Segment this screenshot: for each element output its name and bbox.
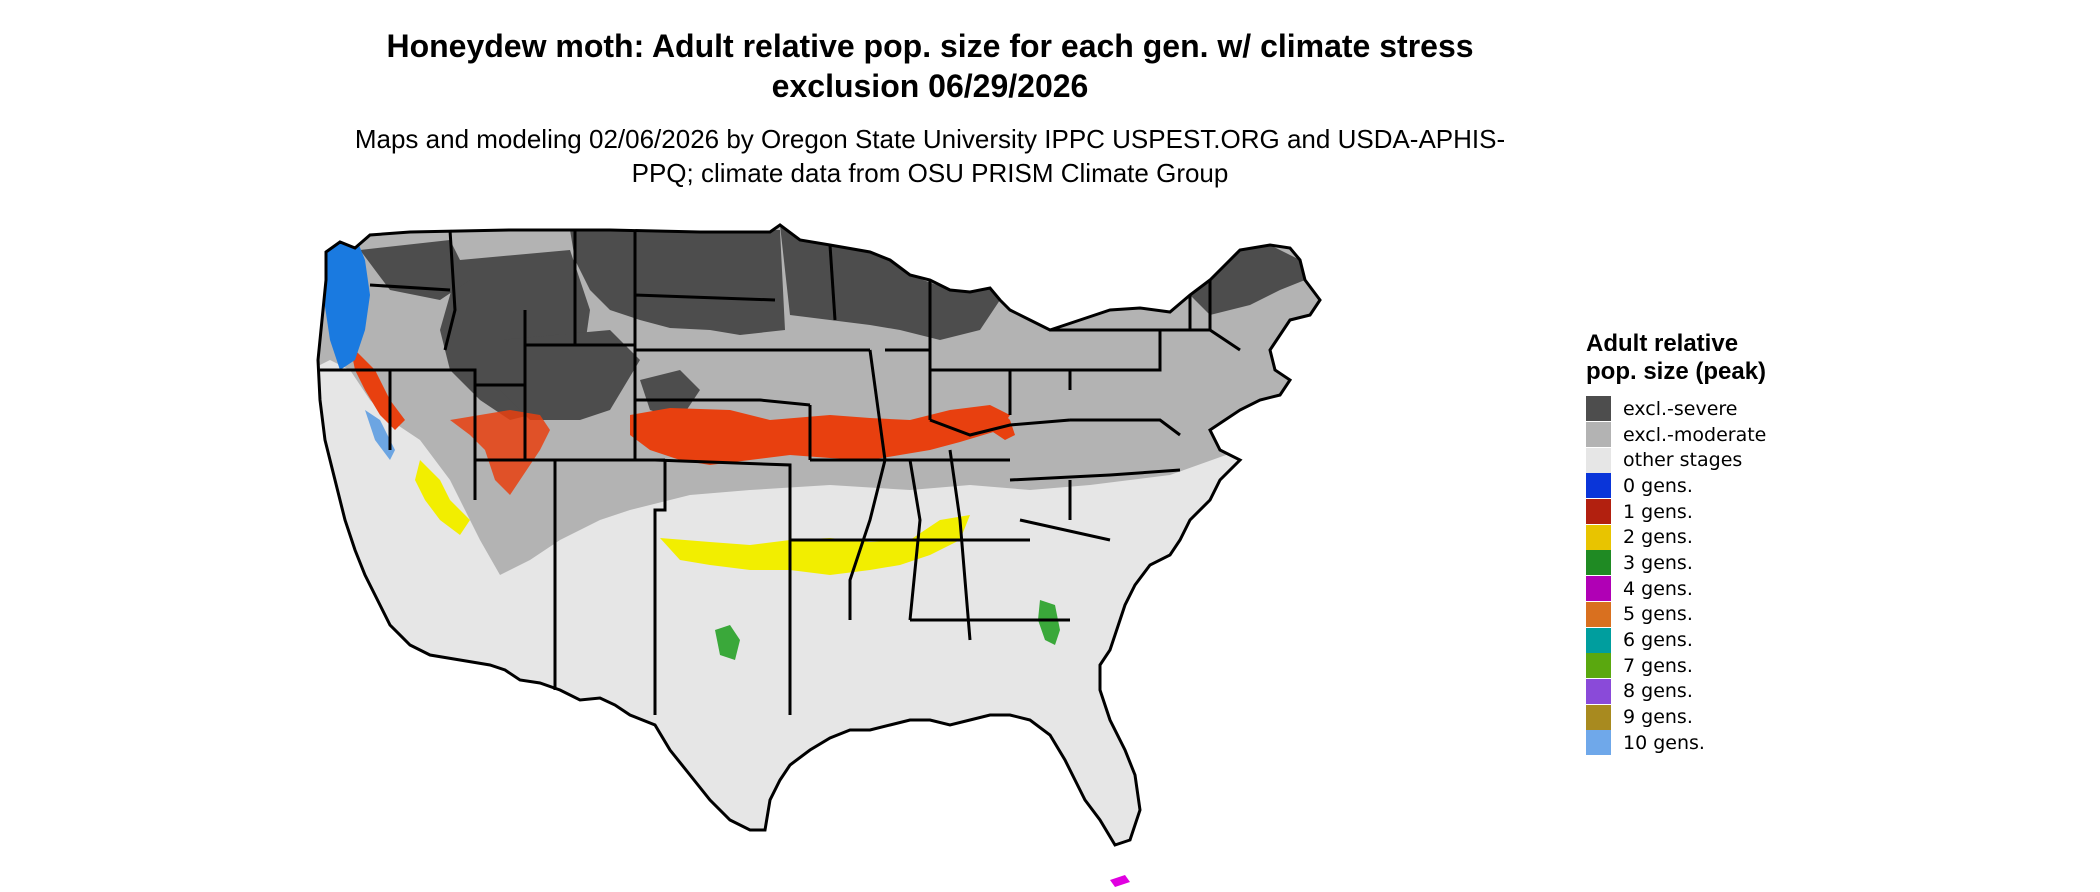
legend-swatch	[1586, 422, 1611, 448]
us-map	[316, 223, 1322, 887]
legend-swatch	[1586, 499, 1611, 525]
legend-label: excl.-moderate	[1623, 423, 1767, 446]
legend-item: excl.-severe	[1586, 396, 1986, 422]
legend-item: 0 gens.	[1586, 473, 1986, 499]
state-boundaries	[320, 229, 1241, 715]
region-0-gens	[320, 235, 370, 370]
region-2-gens	[660, 515, 970, 575]
legend-item: 8 gens.	[1586, 678, 1986, 705]
legend-label: 0 gens.	[1623, 474, 1693, 497]
us-outline	[316, 223, 1322, 847]
legend-swatch	[1586, 396, 1611, 422]
region-0-gens	[365, 410, 395, 460]
region-excl-severe	[1190, 245, 1305, 315]
map-subtitle: Maps and modeling 02/06/2026 by Oregon S…	[354, 124, 1506, 188]
legend-item: 3 gens.	[1586, 550, 1986, 576]
region-excl-severe	[500, 330, 640, 420]
legend-swatch	[1586, 550, 1611, 576]
legend-swatch	[1586, 576, 1611, 602]
legend-item: 4 gens.	[1586, 576, 1986, 602]
legend-item: 2 gens.	[1586, 524, 1986, 550]
legend-label: 2 gens.	[1623, 526, 1693, 549]
region-2-gens	[415, 460, 470, 535]
florida-keys	[1110, 875, 1130, 887]
legend-swatch	[1586, 653, 1611, 679]
legend: Adult relative pop. size (peak) excl.-se…	[1586, 330, 1986, 756]
legend-label: 6 gens.	[1623, 629, 1693, 652]
region-3-gens	[1038, 600, 1060, 645]
legend-swatch	[1586, 704, 1611, 730]
legend-label: 7 gens.	[1623, 654, 1693, 677]
legend-swatch	[1586, 524, 1611, 550]
legend-item: 7 gens.	[1586, 653, 1986, 679]
legend-item: 9 gens.	[1586, 704, 1986, 730]
legend-label: other stages	[1623, 449, 1743, 472]
region-1-gens	[990, 410, 1015, 440]
legend-item: 5 gens.	[1586, 601, 1986, 628]
legend-title: Adult relative pop. size (peak)	[1586, 330, 1767, 385]
legend-swatch	[1586, 473, 1611, 499]
legend-item: other stages	[1586, 447, 1986, 473]
legend-swatch	[1586, 447, 1611, 473]
legend-swatch	[1586, 730, 1611, 756]
legend-item: 1 gens.	[1586, 499, 1986, 525]
legend-item: 10 gens.	[1586, 730, 1986, 756]
legend-label: 9 gens.	[1623, 706, 1693, 729]
legend-label: excl.-severe	[1623, 397, 1738, 420]
legend-swatch	[1586, 627, 1611, 653]
legend-item: 6 gens.	[1586, 627, 1986, 653]
legend-label: 10 gens.	[1623, 731, 1705, 754]
region-3-gens	[715, 625, 740, 660]
map-title: Honeydew moth: Adult relative pop. size …	[386, 28, 1474, 104]
region-excl-severe	[570, 230, 785, 335]
legend-label: 4 gens.	[1623, 577, 1693, 600]
region-excl-severe	[640, 370, 700, 420]
legend-label: 8 gens.	[1623, 680, 1693, 703]
legend-label: 1 gens.	[1623, 500, 1693, 523]
region-1-gens	[630, 405, 1010, 465]
legend-label: 5 gens.	[1623, 603, 1693, 626]
legend-label: 3 gens.	[1623, 551, 1693, 574]
legend-item: excl.-moderate	[1586, 422, 1986, 448]
legend-swatch	[1586, 601, 1611, 627]
legend-swatch	[1586, 678, 1611, 704]
legend-items: excl.-severe excl.-moderate other stages 0 …	[1586, 396, 1986, 756]
